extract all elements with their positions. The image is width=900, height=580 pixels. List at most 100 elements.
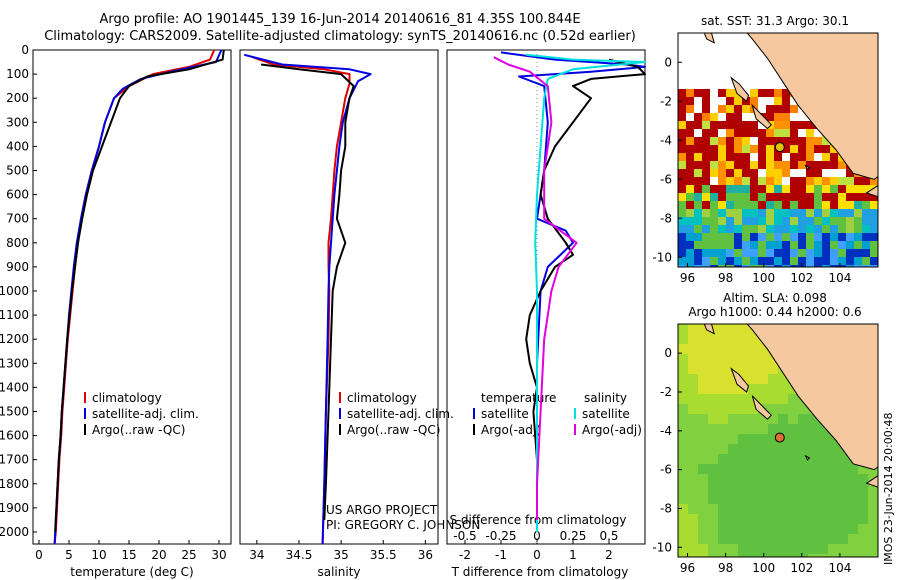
map-cell xyxy=(698,434,709,445)
map-cell xyxy=(790,113,799,122)
map-cell xyxy=(818,434,829,445)
map-cell xyxy=(688,514,699,525)
map-cell xyxy=(758,364,769,375)
map-cell xyxy=(818,464,829,475)
map-cell xyxy=(788,554,799,557)
map-cell xyxy=(798,161,807,170)
map-cell xyxy=(790,265,799,267)
map-cell xyxy=(750,233,759,242)
map-cell xyxy=(686,137,695,146)
map-cell xyxy=(750,177,759,186)
map-cell xyxy=(678,233,687,242)
map-cell xyxy=(788,404,799,415)
map-cell xyxy=(742,185,751,194)
map-cell xyxy=(678,554,689,557)
map-cell xyxy=(748,484,759,495)
map-cell xyxy=(822,201,831,210)
map-cell xyxy=(778,374,789,385)
map-cell xyxy=(748,384,759,395)
map-cell xyxy=(688,334,699,345)
map-cell xyxy=(862,193,871,202)
map-cell xyxy=(694,161,703,170)
depth-tick-label: 1900 xyxy=(0,501,29,515)
map-cell xyxy=(798,241,807,250)
land-island xyxy=(751,395,773,420)
map-cell xyxy=(738,474,749,485)
map-cell xyxy=(748,354,759,365)
map-cell xyxy=(808,444,819,455)
map-cell xyxy=(678,49,687,58)
map-cell xyxy=(678,193,687,202)
series-line-1 xyxy=(243,53,372,545)
map-cell xyxy=(710,193,719,202)
map-cell xyxy=(742,145,751,154)
map-cell xyxy=(702,129,711,138)
map-cell xyxy=(806,241,815,250)
map-cell xyxy=(828,444,839,455)
map-cell xyxy=(858,534,869,545)
map-cell xyxy=(774,121,783,130)
map-cell xyxy=(698,394,709,405)
map-cell xyxy=(830,265,839,267)
map-cell xyxy=(766,169,775,178)
map-cell xyxy=(678,514,689,525)
map-cell xyxy=(718,113,727,122)
map-cell xyxy=(734,113,743,122)
map-cell xyxy=(738,484,749,495)
map-cell xyxy=(678,324,689,335)
map-cell xyxy=(838,209,847,218)
map-cell xyxy=(688,464,699,475)
x-tick-label: 36 xyxy=(418,548,433,562)
map-cell xyxy=(768,534,779,545)
map-y-tick-label: 0 xyxy=(664,346,672,360)
map-cell xyxy=(750,217,759,226)
map-cell xyxy=(688,414,699,425)
map-cell xyxy=(790,257,799,266)
map-cell xyxy=(678,454,689,465)
map-cell xyxy=(678,241,687,250)
map-cell xyxy=(698,334,709,345)
map-cell xyxy=(798,444,809,455)
map-cell xyxy=(774,265,783,267)
map-cell xyxy=(818,474,829,485)
map-cell xyxy=(702,73,711,82)
map-cell xyxy=(698,544,709,555)
map-cell xyxy=(728,354,739,365)
map-cell xyxy=(766,225,775,234)
map-cell xyxy=(790,249,799,258)
map-cell xyxy=(838,241,847,250)
map-cell xyxy=(808,474,819,485)
map-cell xyxy=(790,201,799,210)
map-cell xyxy=(694,113,703,122)
map-cell xyxy=(718,33,727,42)
map-cell xyxy=(688,554,699,557)
map-cell xyxy=(822,249,831,258)
map-cell xyxy=(726,241,735,250)
map-cell xyxy=(686,145,695,154)
map-cell xyxy=(774,97,783,106)
map-cell xyxy=(822,193,831,202)
map-cell xyxy=(870,265,878,267)
map-cell xyxy=(686,241,695,250)
x-tick-label: 0 xyxy=(533,548,541,562)
map-cell xyxy=(848,524,859,535)
map-cell xyxy=(686,257,695,266)
map-cell xyxy=(766,193,775,202)
map-cell xyxy=(806,209,815,218)
map-cell xyxy=(788,454,799,465)
map-cell xyxy=(748,414,759,425)
map-cell xyxy=(814,145,823,154)
map-cell xyxy=(828,534,839,545)
map-cell xyxy=(868,554,878,557)
map-cell xyxy=(710,209,719,218)
map-cell xyxy=(782,89,791,98)
map-cell xyxy=(818,514,829,525)
x-tick-label: 34 xyxy=(249,548,264,562)
map-cell xyxy=(718,484,729,495)
map-cell xyxy=(678,257,687,266)
map-y-tick-label: -6 xyxy=(660,463,672,477)
map-cell xyxy=(828,524,839,535)
map-cell xyxy=(758,145,767,154)
map-cell xyxy=(678,524,689,535)
map-cell xyxy=(718,434,729,445)
